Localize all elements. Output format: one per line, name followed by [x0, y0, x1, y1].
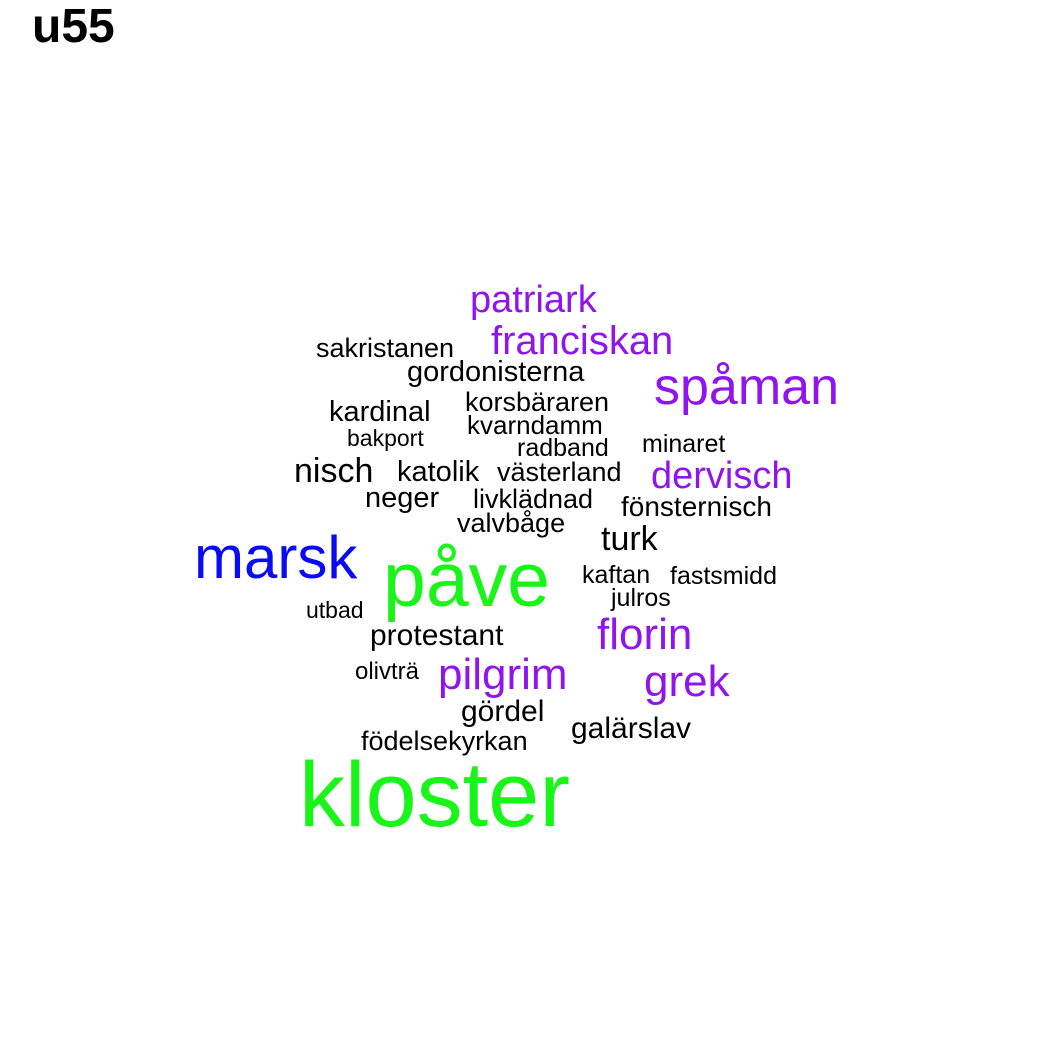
word-8: pilgrim: [438, 650, 568, 699]
word-2: marsk: [194, 524, 358, 591]
word-12: kardinal: [329, 396, 431, 428]
page-title: u55: [32, 0, 115, 53]
word-33: galärslav: [571, 712, 691, 745]
word-16: radband: [517, 434, 609, 462]
word-22: livklädnad: [473, 484, 593, 514]
word-9: grek: [644, 657, 731, 706]
word-32: gördel: [461, 695, 544, 728]
word-7: florin: [597, 610, 692, 659]
word-4: franciskan: [491, 319, 673, 363]
word-34: födelsekyrkan: [361, 726, 528, 756]
word-10: sakristanen: [316, 333, 454, 363]
word-11: gordonisterna: [407, 356, 585, 388]
word-28: julros: [610, 584, 671, 612]
word-15: bakport: [347, 425, 424, 451]
word-1: påve: [383, 537, 550, 623]
word-24: valvbåge: [457, 508, 565, 538]
word-25: turk: [601, 520, 659, 558]
word-14: kvarndamm: [467, 410, 603, 440]
word-31: olivträ: [355, 658, 420, 685]
word-6: dervisch: [651, 455, 793, 497]
word-29: utbad: [306, 597, 364, 623]
word-30: protestant: [370, 619, 504, 652]
word-0: kloster: [299, 744, 570, 846]
word-3: spåman: [654, 358, 839, 416]
word-17: minaret: [642, 430, 725, 458]
word-13: korsbäraren: [465, 387, 609, 417]
word-18: nisch: [294, 452, 373, 490]
word-21: neger: [365, 482, 440, 514]
word-27: fastsmidd: [670, 562, 777, 590]
word-23: fönsternisch: [621, 491, 772, 522]
word-19: katolik: [397, 456, 480, 488]
word-26: kaftan: [582, 561, 650, 589]
word-20: västerland: [497, 457, 622, 487]
word-5: patriark: [470, 279, 598, 321]
